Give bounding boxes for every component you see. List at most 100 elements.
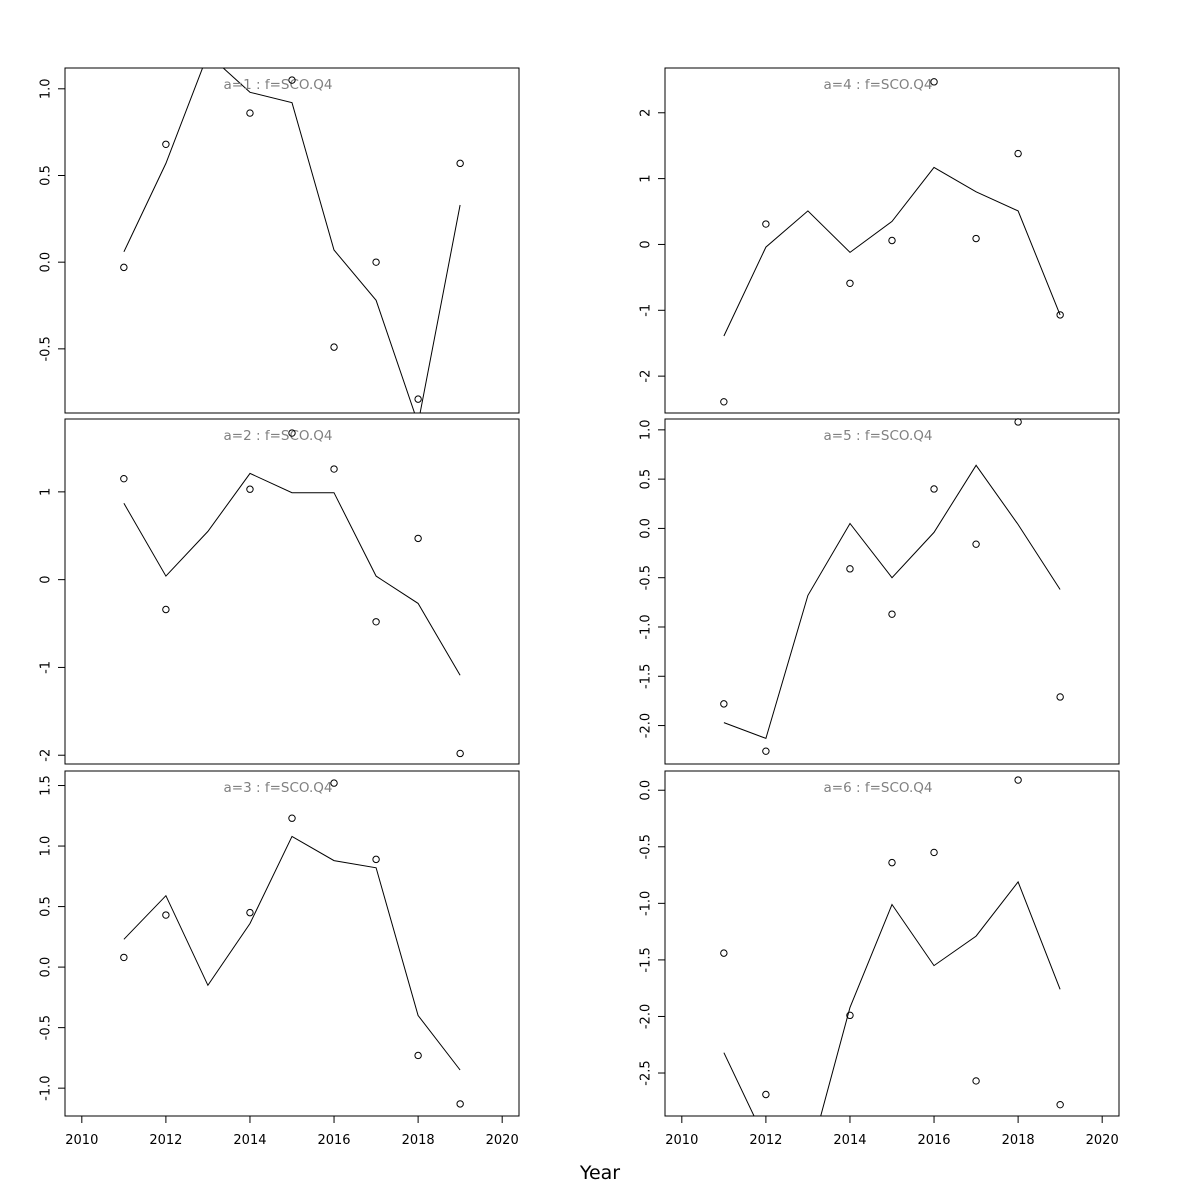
data-point (456, 749, 464, 758)
data-point (330, 343, 338, 351)
data-point (120, 474, 128, 483)
y-tick-label: -1 (639, 304, 654, 317)
panel-3: -2 -1 0 1 a=2 : f=SCO.Q4 (39, 418, 520, 765)
panel-5: -1.0 -0.5 0.0 0.5 1.0 1.5 2010 2012 2014 2016 2018… (39, 770, 520, 1148)
fitted-series-line (123, 472, 461, 676)
y-tick-label: -2.0 (639, 1004, 654, 1029)
y-tick-label: -0.5 (39, 336, 54, 361)
fitted-series-line (123, 68, 461, 413)
fitted-series-line (723, 166, 1061, 337)
x-tick-label: 2020 (486, 1133, 519, 1148)
panel-frame (64, 418, 520, 765)
data-point (1056, 1100, 1064, 1109)
y-tick-label: -1.0 (639, 614, 654, 639)
data-point (330, 465, 338, 473)
y-tick-label: -2.0 (639, 713, 654, 738)
data-point (246, 908, 254, 917)
y-tick-label: 0.0 (39, 252, 54, 273)
data-point (888, 236, 896, 245)
x-tick-label: 2012 (749, 1133, 782, 1148)
panel-title: a=2 : f=SCO.Q4 (224, 428, 333, 444)
panel-data-area (723, 464, 1061, 740)
x-tick-label: 2012 (149, 1133, 182, 1148)
data-point (414, 534, 422, 543)
y-tick-label: 1.0 (639, 419, 654, 440)
panel-frame (664, 67, 1120, 414)
y-tick-label: -1.5 (639, 947, 654, 972)
y-tick-label: 0 (39, 576, 54, 584)
data-point (288, 429, 296, 437)
x-tick-label: 2010 (665, 1133, 698, 1148)
data-point (120, 263, 128, 272)
x-tick-label: 2014 (233, 1133, 266, 1148)
panel-title: a=5 : f=SCO.Q4 (824, 428, 933, 444)
data-point (762, 220, 770, 228)
data-point (972, 540, 980, 548)
fitted-series-line (723, 464, 1061, 740)
data-point (372, 618, 380, 626)
panel-1: -0.5 0.0 0.5 1.0 a=1 : f=SCO.Q4 (39, 67, 520, 414)
data-point (846, 279, 854, 287)
panel-frame (64, 67, 520, 414)
fitted-series-line (723, 880, 1061, 1116)
panel-frame (664, 418, 1120, 765)
y-tick-label: 0.5 (639, 469, 654, 490)
panel-frame (64, 770, 520, 1117)
panel-data-area (723, 880, 1061, 1116)
data-point (720, 700, 728, 708)
y-tick-label: 0.0 (39, 957, 54, 978)
data-point (930, 485, 938, 493)
y-tick-label: 1.0 (39, 78, 54, 99)
data-point (930, 78, 938, 86)
data-point (762, 747, 770, 755)
x-tick-label: 2020 (1086, 1133, 1119, 1148)
y-tick-label: 0.0 (639, 780, 654, 801)
data-point (414, 1051, 422, 1060)
data-point (888, 610, 896, 618)
y-tick-label: 0 (639, 240, 654, 248)
data-point (330, 779, 338, 787)
y-tick-label: -1.0 (39, 1075, 54, 1100)
data-point (246, 109, 254, 117)
y-tick-label: 1.0 (39, 836, 54, 857)
data-point (762, 1090, 770, 1099)
y-tick-label: -1.0 (639, 891, 654, 916)
y-tick-label: 1 (39, 488, 54, 496)
panel-6: -2.5 -2.0 -1.5 -1.0 -0.5 0.0 2010 2012 2014 2016 2… (639, 770, 1120, 1148)
data-point (1014, 149, 1022, 158)
panel-data-area (123, 68, 461, 413)
data-point (846, 565, 854, 573)
data-point (720, 949, 728, 957)
y-tick-label: -2.5 (639, 1060, 654, 1085)
data-point (246, 485, 254, 493)
panel-frame (664, 770, 1120, 1117)
data-point (372, 855, 380, 864)
x-tick-label: 2016 (317, 1133, 350, 1148)
data-point (888, 858, 896, 867)
data-point (846, 1011, 854, 1020)
panel-title: a=6 : f=SCO.Q4 (824, 780, 933, 796)
x-tick-label: 2016 (917, 1133, 950, 1148)
x-tick-label: 2018 (402, 1133, 435, 1148)
data-point (972, 1077, 980, 1085)
y-tick-label: 1 (639, 174, 654, 182)
fitted-series-line (123, 835, 461, 1071)
panel-title: a=1 : f=SCO.Q4 (224, 77, 333, 93)
y-tick-label: 0.5 (39, 165, 54, 186)
y-tick-label: -1 (39, 661, 54, 674)
data-point (414, 395, 422, 403)
data-point (162, 605, 170, 614)
data-point (288, 76, 296, 84)
panel-data-area (723, 166, 1061, 337)
data-point (162, 140, 170, 148)
y-tick-label: 0.5 (39, 896, 54, 917)
y-tick-label: -0.5 (639, 834, 654, 859)
panels-group: -0.5 0.0 0.5 1.0 a=1 : f=SCO.Q4 -2 -1 0 1 2 a=4 : … (39, 67, 1120, 1148)
y-tick-label: -2 (39, 749, 54, 762)
x-tick-label: 2014 (833, 1133, 866, 1148)
data-point (162, 911, 170, 919)
y-tick-label: -0.5 (39, 1015, 54, 1040)
y-tick-label: -1.5 (639, 664, 654, 689)
data-point (930, 848, 938, 857)
